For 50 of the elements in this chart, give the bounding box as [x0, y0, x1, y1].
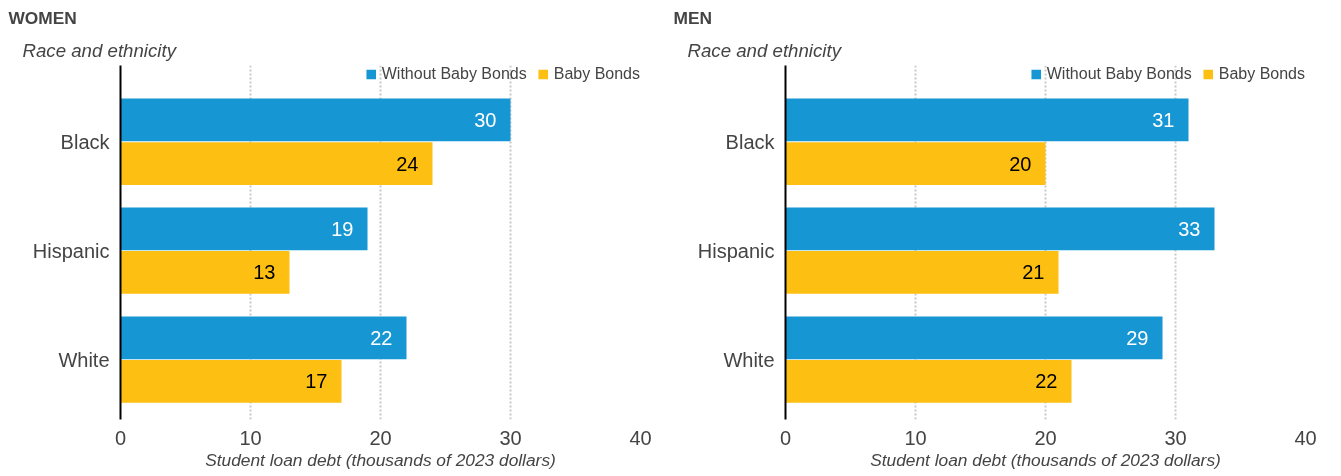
x-axis-title: Student loan debt (thousands of 2023 dollars) [205, 449, 556, 470]
y-tick-label: Black [60, 130, 111, 153]
y-tick-label: White [58, 348, 110, 371]
x-tick-label: 10 [904, 426, 927, 449]
data-label: 33 [1178, 217, 1201, 240]
x-tick-label: 40 [629, 426, 652, 449]
bar [785, 207, 1215, 251]
x-tick-label: 0 [114, 426, 127, 449]
bar [785, 142, 1046, 185]
y-tick-label: Black [725, 130, 776, 153]
data-label: 31 [1152, 108, 1175, 131]
data-label: 22 [1035, 370, 1058, 393]
y-axis-title: Race and ethnicity [22, 39, 178, 61]
x-axis-title: Student loan debt (thousands of 2023 dollars) [870, 449, 1221, 470]
data-label: 22 [370, 326, 393, 349]
legend-label: Baby Bonds [553, 65, 640, 83]
bar [120, 98, 511, 142]
legend-label: Without Baby Bonds [1046, 65, 1192, 83]
y-tick-label: White [723, 348, 775, 371]
data-label: 17 [305, 370, 328, 393]
y-axis-title: Race and ethnicity [687, 39, 843, 61]
data-label: 13 [253, 261, 276, 284]
chart-title: WOMEN [8, 7, 77, 28]
x-tick-label: 0 [779, 426, 792, 449]
bar [120, 360, 342, 403]
bar [120, 207, 368, 251]
bar [785, 316, 1163, 360]
bar [785, 360, 1072, 403]
x-tick-label: 20 [1034, 426, 1057, 449]
bar [120, 316, 407, 360]
bar [785, 98, 1189, 142]
y-tick-label: Hispanic [32, 239, 110, 262]
data-label: 24 [396, 152, 419, 175]
legend-label: Without Baby Bonds [381, 65, 527, 83]
x-tick-label: 20 [369, 426, 392, 449]
x-tick-label: 30 [499, 426, 522, 449]
x-tick-label: 40 [1294, 426, 1317, 449]
data-label: 21 [1022, 261, 1045, 284]
data-label: 19 [331, 217, 354, 240]
bar [785, 251, 1059, 294]
chart-title: MEN [673, 7, 713, 28]
x-tick-label: 30 [1164, 426, 1187, 449]
legend-label: Baby Bonds [1218, 65, 1305, 83]
data-label: 30 [474, 108, 497, 131]
bar [120, 142, 433, 185]
x-tick-label: 10 [239, 426, 262, 449]
bar [120, 251, 290, 294]
y-tick-label: Hispanic [697, 239, 775, 262]
data-label: 29 [1126, 326, 1149, 349]
data-label: 20 [1009, 152, 1032, 175]
